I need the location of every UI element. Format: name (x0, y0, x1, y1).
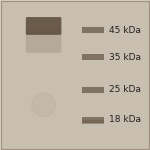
Text: 25 kDa: 25 kDa (109, 85, 141, 94)
FancyBboxPatch shape (26, 30, 61, 53)
Bar (82, 117, 104, 123)
Circle shape (32, 93, 56, 117)
Bar (82, 120, 104, 124)
FancyBboxPatch shape (26, 17, 61, 35)
Bar (82, 27, 104, 33)
Bar (82, 87, 104, 93)
Text: 35 kDa: 35 kDa (109, 53, 141, 62)
Text: 18 kDa: 18 kDa (109, 115, 141, 124)
Text: 45 kDa: 45 kDa (109, 26, 141, 35)
Bar (82, 54, 104, 60)
